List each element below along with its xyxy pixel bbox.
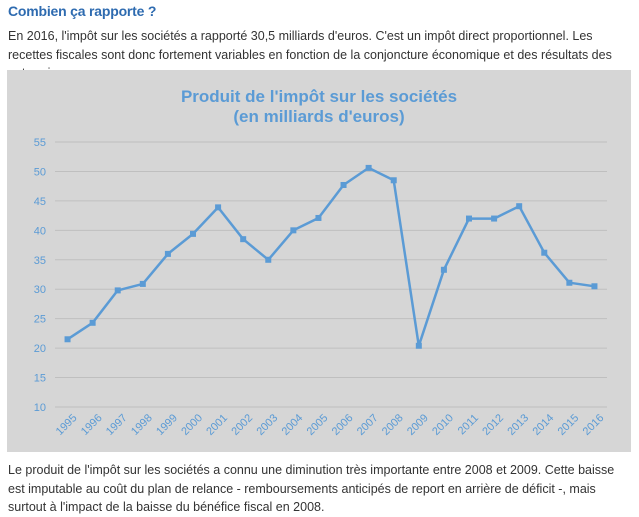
data-point	[164, 250, 171, 257]
line-chart: Produit de l'impôt sur les sociétés (en …	[34, 87, 607, 438]
data-point	[64, 336, 71, 343]
x-tick-label: 2015	[556, 412, 582, 438]
section-heading: Combien ça rapporte ?	[8, 3, 157, 19]
data-point	[491, 215, 498, 222]
data-point	[516, 203, 523, 210]
x-tick-label: 2002	[229, 412, 255, 438]
data-point	[390, 177, 397, 184]
data-point	[440, 266, 447, 273]
x-tick-label: 2008	[380, 412, 406, 438]
data-point	[466, 215, 472, 222]
y-tick-label: 10	[34, 402, 46, 414]
y-tick-label: 25	[34, 314, 46, 326]
y-tick-label: 45	[34, 196, 46, 208]
y-tick-label: 15	[34, 373, 46, 385]
series-line	[66, 166, 595, 348]
chart-title: Produit de l'impôt sur les sociétés	[181, 87, 457, 106]
data-point	[340, 181, 347, 188]
y-tick-label: 20	[34, 343, 46, 355]
x-tick-label: 2014	[530, 412, 556, 438]
data-point	[265, 256, 272, 263]
x-tick-label: 1998	[129, 412, 155, 438]
data-point	[541, 249, 548, 256]
x-tick-label: 2003	[254, 412, 280, 438]
x-tick-label: 2004	[280, 412, 306, 438]
data-point	[415, 342, 422, 349]
x-axis: 1995 1996 1997 1998 1999 2000 2001 2002 2003 2004…	[54, 412, 607, 438]
x-tick-label: 2007	[355, 412, 381, 438]
data-point	[315, 214, 322, 221]
x-tick-label: 1996	[79, 412, 105, 438]
series	[64, 164, 598, 349]
x-tick-label: 2010	[430, 412, 456, 438]
x-tick-label: 1997	[104, 412, 130, 438]
data-point	[591, 283, 598, 290]
data-point	[89, 319, 96, 326]
x-tick-label: 2009	[405, 412, 431, 438]
y-tick-label: 35	[34, 255, 46, 267]
data-point	[215, 204, 222, 211]
chart-panel: Produit de l'impôt sur les sociétés (en …	[7, 70, 631, 452]
x-tick-label: 2006	[330, 412, 356, 438]
data-point	[139, 280, 146, 287]
x-tick-label: 2001	[204, 412, 230, 438]
x-tick-label: 2012	[480, 412, 506, 438]
outro-paragraph: Le produit de l'impôt sur les sociétés a…	[8, 463, 615, 514]
data-point	[566, 279, 573, 286]
y-tick-label: 55	[34, 137, 46, 149]
data-point	[290, 227, 297, 234]
y-tick-label: 30	[34, 284, 46, 296]
x-tick-label: 1995	[54, 412, 80, 438]
x-tick-label: 2011	[456, 412, 481, 437]
gridlines	[55, 141, 607, 408]
data-point	[240, 236, 247, 243]
y-tick-label: 50	[34, 166, 46, 178]
x-tick-label: 1999	[154, 412, 180, 438]
x-tick-label: 2013	[505, 412, 531, 438]
x-tick-label: 2005	[305, 412, 331, 438]
data-point	[190, 230, 196, 237]
x-tick-label: 2000	[179, 412, 205, 438]
x-tick-label: 2016	[581, 412, 607, 438]
y-tick-label: 40	[34, 225, 46, 237]
y-axis: 10 15 20 25 30 35 40 45 50 55	[34, 137, 46, 414]
data-point	[114, 287, 121, 294]
chart-subtitle: (en milliards d'euros)	[233, 107, 404, 126]
data-point	[365, 164, 372, 171]
